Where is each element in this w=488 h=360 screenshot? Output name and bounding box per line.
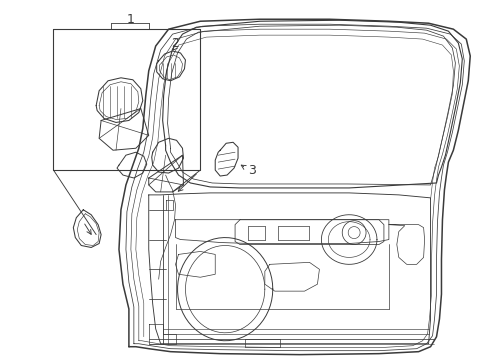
Text: 3: 3	[247, 163, 255, 176]
Text: 2: 2	[171, 37, 179, 50]
Text: 1: 1	[127, 13, 135, 26]
